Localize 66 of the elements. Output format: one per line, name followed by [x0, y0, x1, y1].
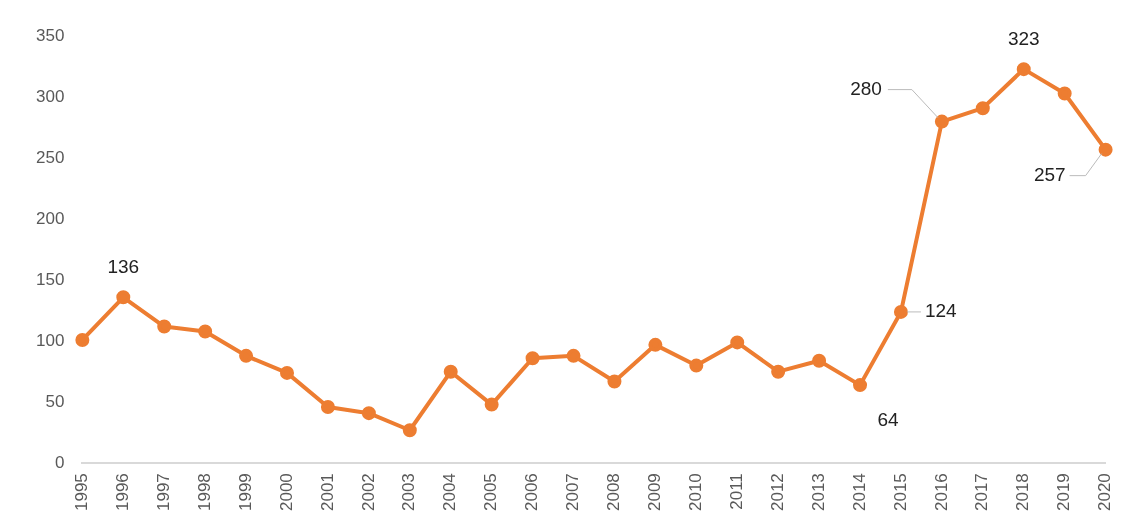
point: [116, 290, 131, 305]
y-tick-label: 200: [35, 208, 65, 228]
x-tick-label: 2008: [604, 473, 624, 512]
point: [280, 365, 295, 380]
x-tick-label: 2017: [972, 473, 992, 512]
y-tick-label: 50: [45, 391, 65, 411]
x-tick-label: 2005: [481, 473, 501, 512]
x-tick-label: 2009: [645, 473, 665, 512]
x-tick-label: 2020: [1095, 473, 1115, 512]
y-tick-label: 150: [35, 269, 65, 289]
y-tick-label: 0: [54, 452, 65, 472]
point: [198, 324, 213, 339]
data-label: 136: [107, 256, 140, 277]
data-label: 323: [1007, 27, 1040, 49]
point: [239, 348, 254, 363]
x-tick-label: 1995: [72, 473, 92, 512]
y-tick-label: 350: [35, 25, 65, 45]
point: [975, 101, 990, 116]
point: [853, 378, 868, 393]
point: [525, 351, 540, 366]
x-tick-label: 2013: [808, 473, 828, 512]
point: [607, 374, 622, 389]
x-tick-label: 2012: [767, 473, 787, 512]
x-tick-label: 2007: [563, 473, 583, 512]
x-tick-label: 2015: [890, 473, 910, 512]
x-tick-label: 2018: [1013, 473, 1033, 512]
x-tick-label: 2001: [317, 473, 337, 512]
point: [812, 353, 827, 368]
x-tick-label: 2006: [522, 473, 542, 512]
point: [75, 332, 90, 347]
point: [893, 304, 908, 319]
x-tick-label: 2002: [358, 473, 378, 512]
point: [443, 364, 458, 379]
data-label: 257: [1033, 163, 1066, 185]
point: [1057, 86, 1072, 101]
x-tick-label: 2003: [399, 473, 419, 512]
x-tick-label: 2014: [849, 473, 869, 512]
data-label: 124: [924, 300, 958, 322]
x-tick-label: 1999: [235, 473, 255, 512]
x-tick-label: 2010: [685, 473, 705, 512]
point: [771, 364, 786, 379]
x-tick-label: 2019: [1054, 473, 1074, 512]
point: [361, 406, 376, 421]
y-tick-label: 100: [35, 330, 65, 350]
point: [402, 423, 417, 438]
x-tick-label: 2016: [931, 473, 951, 512]
y-tick-label: 250: [35, 147, 65, 167]
x-tick-label: 2004: [440, 473, 460, 512]
point: [157, 319, 172, 334]
x-tick-label: 1998: [194, 473, 214, 512]
point: [320, 400, 335, 415]
point: [1098, 142, 1113, 157]
x-tick-label: 2011: [726, 473, 746, 510]
point: [730, 335, 745, 350]
data-label: 280: [850, 77, 882, 99]
data-label: 64: [877, 408, 900, 430]
x-tick-label: 2000: [276, 473, 296, 512]
x-tick-label: 1997: [153, 473, 173, 512]
point: [484, 397, 499, 412]
point: [1016, 62, 1031, 77]
point: [689, 358, 704, 373]
x-tick-label: 1996: [112, 473, 132, 512]
point: [566, 348, 581, 363]
y-tick-label: 300: [35, 86, 65, 106]
point: [934, 114, 949, 129]
point: [648, 337, 663, 352]
